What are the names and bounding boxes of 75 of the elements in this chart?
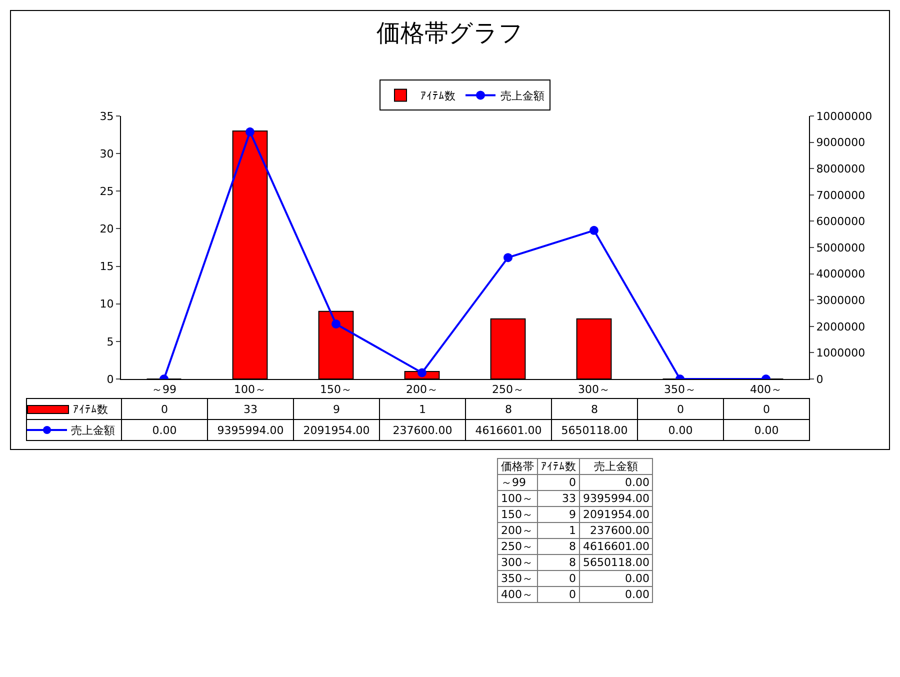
x-tick-label: 400～ [750,383,782,396]
legend-label: ｱｲﾃﾑ数 [420,90,456,103]
x-tick-label: ～99 [152,383,176,396]
y-tick-label: 10 [100,298,114,311]
y2-tick-label: 0 [816,372,824,386]
y-tick-label: 20 [100,222,114,236]
text: 0 [569,476,576,489]
data-label: 9395994.00 [208,420,294,440]
text: 0.00 [624,476,650,489]
y2-tick-label: 3000000 [816,294,866,307]
text: 8 [569,540,576,553]
category-label: 100～ [501,492,533,505]
text: 0.00 [624,588,650,601]
y2-tick-label: 10000000 [816,110,872,123]
text: 5650118.00 [583,556,650,569]
data-label: 0.00 [724,420,810,440]
text: 売上金額 [594,460,638,473]
x-tick-label: 150～ [320,383,352,396]
data-label: 0 [724,398,810,420]
legend-label: 売上金額 [500,90,544,103]
y2-tick-label: 2000000 [816,320,866,334]
y2-tick-label: 1000000 [816,346,866,360]
y2-tick-label: 7000000 [816,188,866,202]
category-label: 300～ [501,556,533,569]
data-label: 8 [552,398,638,420]
text: 0.00 [624,572,650,585]
category-label: 250～ [501,540,533,553]
text: ｱｲﾃﾑ数 [541,460,576,473]
y2-tick-label: 9000000 [816,136,866,150]
data-label: 2091954.00 [294,420,380,440]
x-tick-label: 100～ [234,383,266,396]
x-tick-label: 200～ [406,383,438,396]
category-label: 150～ [501,508,533,521]
y2-tick-label: 4000000 [816,268,866,281]
category-label: 400～ [501,588,533,601]
data-label: 5650118.00 [552,420,638,440]
text: 1 [569,524,576,537]
text: 4616601.00 [583,540,650,553]
category-label: 200～ [501,524,533,537]
y-tick-label: 5 [106,335,114,348]
text: 33 [562,492,576,505]
x-tick-label: 250～ [492,383,524,396]
y-tick-label: 15 [100,260,114,274]
y2-tick-label: 6000000 [816,215,866,228]
x-tick-label: 300～ [578,383,610,396]
data-label: 9 [294,398,380,420]
text: 価格帯 [498,458,538,474]
data-label: 8 [466,398,552,420]
y2-tick-label: 5000000 [816,241,866,254]
text: ｱｲﾃﾑ数 [73,402,108,416]
data-label: 0 [638,398,724,420]
data-label: 0 [122,398,208,420]
text: 237600.00 [590,524,650,537]
y2-tick-label: 8000000 [816,162,866,176]
data-label: 0.00 [638,420,724,440]
data-label: 0.00 [122,420,208,440]
chart-title: 価格帯グラフ [376,18,524,47]
y-tick-label: 35 [100,110,114,123]
category-label: 350～ [501,572,533,585]
y-tick-label: 0 [106,372,114,386]
text: 売上金額 [71,424,115,436]
x-tick-label: 350～ [664,383,696,396]
y-tick-label: 25 [100,184,114,198]
text: 9 [569,508,576,521]
text: 0 [569,588,576,601]
y-tick-label: 30 [100,147,114,160]
data-label: 237600.00 [380,420,466,440]
data-label: 4616601.00 [466,420,552,440]
category-label: ～99 [501,476,526,489]
text: 2091954.00 [583,508,650,521]
text: 9395994.00 [583,492,650,505]
text: 8 [569,556,576,569]
data-label: 33 [208,398,294,420]
text: 0 [569,572,576,585]
data-label: 1 [380,398,466,420]
